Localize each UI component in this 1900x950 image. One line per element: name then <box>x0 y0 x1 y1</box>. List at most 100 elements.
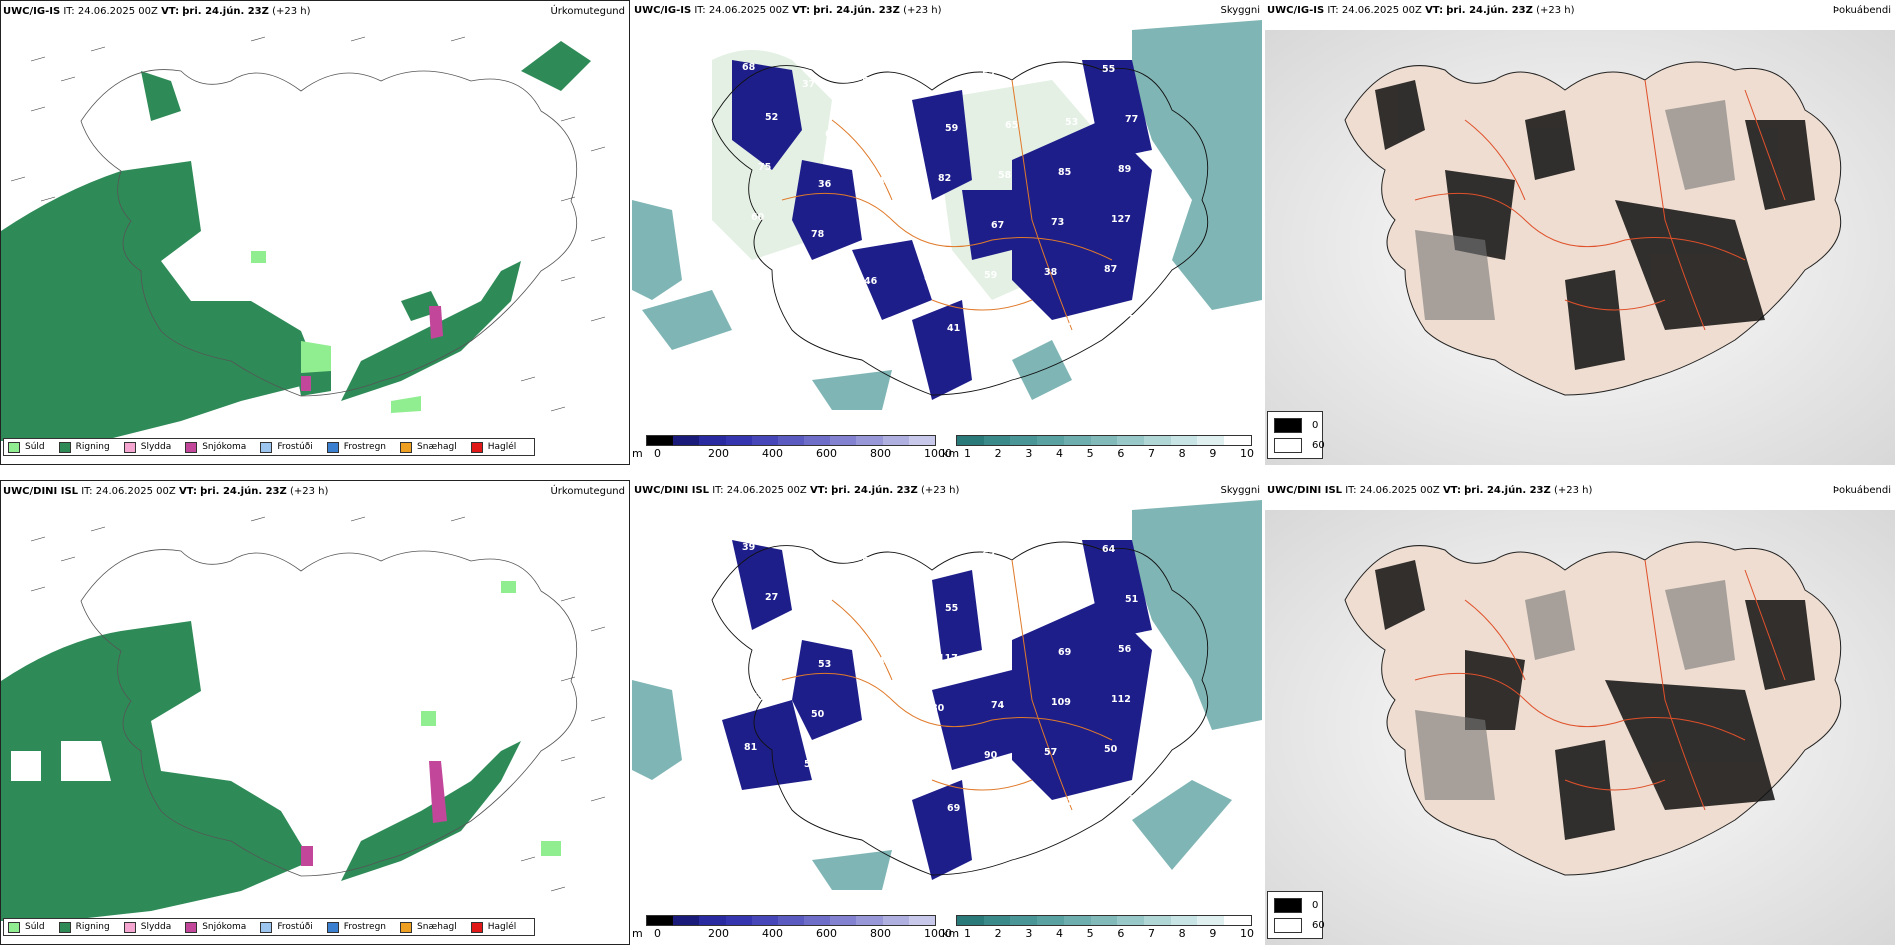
colorbar-swatch <box>725 436 752 445</box>
cloud-base-value: 74 <box>1042 67 1056 78</box>
colorbar-tick-label: 6 <box>1117 447 1125 460</box>
colorbar-swatch <box>1090 436 1118 445</box>
colorbar-tick-label: 5 <box>1086 447 1094 460</box>
precip-legend-item: Frostregn <box>326 921 386 933</box>
colorbar-tick-label: 4 <box>1056 927 1063 940</box>
precip-legend-swatch <box>185 441 198 453</box>
colorbar-tick-label: 0 <box>654 447 661 460</box>
colorbar-swatch <box>882 916 909 925</box>
colorbar-tick-label: 200 <box>708 447 729 460</box>
colorbar-swatch <box>647 436 674 445</box>
cloud-base-value: 58 <box>998 170 1012 181</box>
colorbar-swatch <box>983 916 1011 925</box>
precip-legend-label: Frostúði <box>277 442 313 452</box>
precip-legend-label: Súld <box>25 922 45 932</box>
precip-legend-item: Frostúði <box>260 921 313 933</box>
colorbar-tick-label: 1000 <box>924 447 952 460</box>
cloud-base-value: 59 <box>804 759 817 770</box>
cloud-base-value: 74 <box>991 700 1005 711</box>
precip-legend-label: Frostúði <box>277 922 313 932</box>
precip-legend-item: Frostúði <box>260 441 313 453</box>
cloud-base-value: 27 <box>765 592 778 603</box>
colorbar-swatch <box>1063 916 1091 925</box>
precip-legend-item: Rigning <box>58 441 110 453</box>
precip-legend-item: Haglél <box>470 921 516 933</box>
cloud-base-value: 39 <box>742 542 755 553</box>
field-name: Úrkomutegund <box>550 486 625 497</box>
precip-legend-item: Haglél <box>470 441 517 453</box>
colorbar-tick-label: 5 <box>1086 927 1094 940</box>
colorbar-swatch <box>777 916 805 925</box>
precip-legend-swatch <box>8 441 20 453</box>
colorbar-swatch <box>1170 436 1198 445</box>
cloud-base-value: 61 <box>922 553 935 564</box>
colorbar-tick-label: 10 <box>1240 927 1254 940</box>
precip-legend-swatch <box>260 921 273 933</box>
cloud-base-value: 37 <box>802 79 815 90</box>
colorbar-swatch <box>804 436 831 445</box>
precip-legend-label: Haglél <box>487 442 517 452</box>
colorbar-swatch <box>1117 916 1145 925</box>
precip-legend-label: Súld <box>25 442 45 452</box>
colorbar-swatch <box>699 436 726 445</box>
cloud-base-value: 70 <box>1127 314 1141 325</box>
colorbar-swatch <box>983 436 1011 445</box>
colorbar-swatch <box>751 916 778 925</box>
cloud-base-value: 89 <box>931 223 944 234</box>
colorbar-swatch <box>957 916 984 925</box>
fog-swatch-0 <box>1274 898 1302 913</box>
precip-type-map-row1: UWC/IG-IS IT: 24.06.2025 00Z VT: þri. 24… <box>0 0 630 465</box>
fog-legend-row: 0 <box>1274 418 1318 433</box>
colorbar-swatch <box>1224 436 1251 445</box>
colorbar-swatch <box>1010 436 1038 445</box>
cloud-base-value: 112 <box>1111 694 1131 705</box>
cloud-base-value: 77 <box>767 312 780 323</box>
colorbar-tick-label: 8 <box>1178 927 1186 940</box>
colorbar-tick-label: 6 <box>1117 927 1125 940</box>
cloud-base-colorbar: m 0 200 400 600 800 1000 <box>632 915 952 941</box>
colorbar-swatch <box>751 436 778 445</box>
cloud-base-value: 64 <box>1102 544 1116 555</box>
cloud-base-value: 55 <box>1102 64 1115 75</box>
cloud-base-value: 61 <box>804 279 817 290</box>
field-name: Skyggni <box>1220 5 1260 16</box>
precip-legend-swatch <box>470 921 483 933</box>
colorbar-tick-label: 0 <box>654 927 661 940</box>
precip-legend-swatch <box>58 921 71 933</box>
precip-legend-item: Súld <box>8 921 45 933</box>
colorbar-swatch <box>699 916 726 925</box>
colorbar-tick-label: 7 <box>1148 927 1155 940</box>
field-name: Skyggni <box>1220 485 1260 496</box>
cloud-base-value: 61 <box>885 606 898 617</box>
colorbar-swatch <box>1037 916 1064 925</box>
cloud-base-value: 41 <box>1007 800 1020 811</box>
cloud-base-value: 70 <box>758 642 772 653</box>
precip-legend-swatch <box>326 921 339 933</box>
colorbar-tick-label: 10 <box>1240 447 1254 460</box>
cloud-base-value: 55 <box>751 692 764 703</box>
cloud-base-value: 69 <box>947 803 960 814</box>
cloud-base-value: 109 <box>1051 697 1071 708</box>
cloud-base-value: 63 <box>982 550 995 561</box>
cloud-base-value: 78 <box>811 229 825 240</box>
cloud-base-value: 60 <box>887 806 901 817</box>
precip-legend-swatch <box>123 441 136 453</box>
precip-legend-label: Frostregn <box>343 442 387 452</box>
cloud-base-value: 67 <box>924 273 937 284</box>
cloud-base-value: 115 <box>871 706 891 717</box>
cloud-base-value: 68 <box>742 62 756 73</box>
colorbar-swatch <box>830 436 857 445</box>
cloud-base-value: 51 <box>922 73 935 84</box>
cloud-base-value: 57 <box>1044 747 1057 758</box>
colorbar-tick-label: 1 <box>964 927 971 940</box>
fog-legend: 0 60 <box>1267 411 1325 459</box>
precip-legend-swatch <box>8 921 20 933</box>
colorbar-unit: km <box>942 927 960 940</box>
cloud-base-value: 51 <box>1125 594 1138 605</box>
cloud-base-value: 240 <box>1067 797 1087 808</box>
cloud-base-value: 53 <box>864 756 877 767</box>
colorbar-tick-label: 4 <box>1056 447 1063 460</box>
colorbar-tick-label: 600 <box>816 927 837 940</box>
cloud-base-value: 59 <box>984 270 997 281</box>
precip-legend-label: Snjókoma <box>202 442 247 452</box>
